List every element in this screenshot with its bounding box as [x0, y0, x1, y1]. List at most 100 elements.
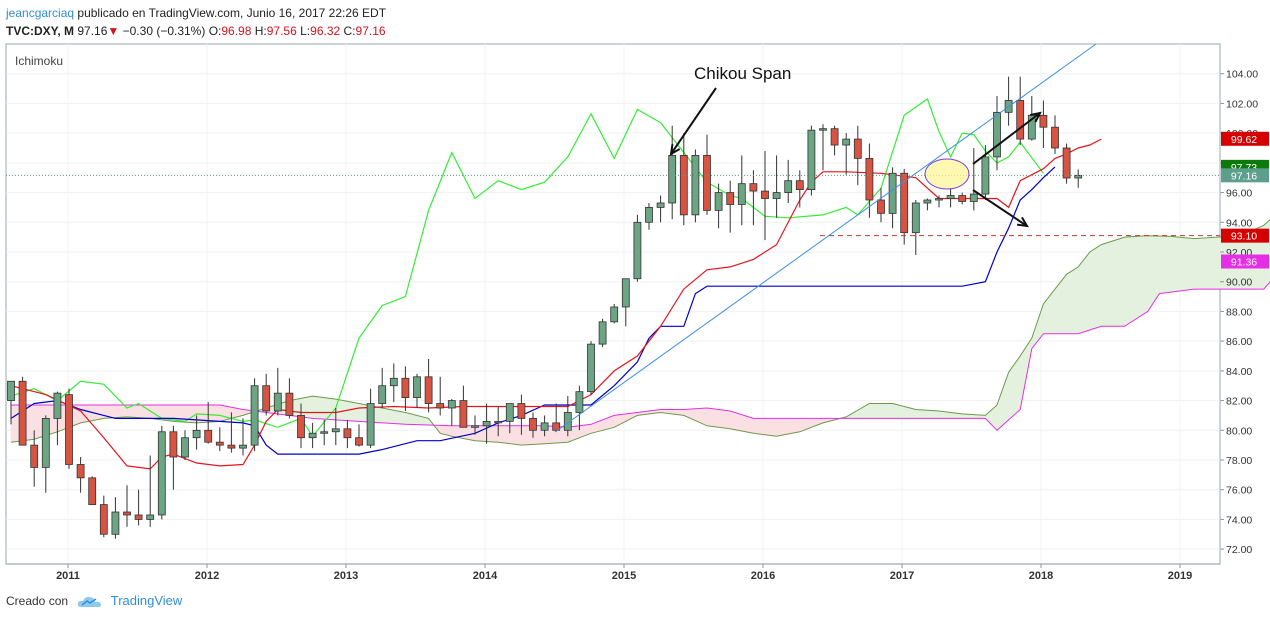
cloud-segment	[376, 406, 383, 424]
author-link[interactable]: jeancgarciaq	[6, 6, 75, 20]
y-tick-label: 74.00	[1226, 514, 1252, 526]
cloud-segment	[97, 404, 105, 420]
cloud-segment	[758, 418, 766, 436]
cloud-segment	[521, 425, 528, 446]
cloud-segment	[10, 404, 18, 443]
price-tag-label: 99.62	[1231, 134, 1257, 146]
cloud-segment	[300, 396, 308, 418]
cloud-segment	[776, 418, 783, 437]
candle-body	[923, 199, 932, 204]
cloud-segment	[109, 404, 116, 419]
candle-body	[366, 403, 375, 446]
candle-body	[842, 138, 851, 146]
cloud-segment	[782, 418, 789, 436]
cloud-segment	[28, 404, 35, 441]
candle-body	[378, 385, 387, 404]
candle-body	[331, 428, 340, 433]
candle-body	[494, 420, 503, 424]
y-tick-label: 72.00	[1226, 544, 1252, 556]
x-tick-label: 2018	[1029, 570, 1053, 582]
cloud-segment	[874, 403, 882, 419]
cloud-segment	[132, 404, 139, 418]
cloud-segment	[886, 403, 893, 419]
candle-body	[215, 441, 224, 446]
cloud-segment	[1159, 235, 1166, 294]
cloud-segment	[927, 409, 934, 419]
cloud-segment	[921, 409, 928, 419]
y-tick-label: 80.00	[1226, 425, 1252, 437]
cloud-segment	[335, 398, 342, 421]
price-tag	[1221, 168, 1269, 183]
candle-body	[53, 392, 62, 419]
cloud-segment	[1106, 240, 1114, 327]
candle-body	[668, 155, 677, 204]
cloud-segment	[451, 425, 458, 438]
x-axis: 2011 2012 2013 2014 2015 2016 2017 2018 2019	[6, 563, 1220, 582]
cloud-segment	[1164, 235, 1172, 294]
candle-body	[853, 138, 862, 159]
cloud-segment	[1211, 236, 1218, 290]
cloud-segment	[892, 403, 899, 419]
up-arrow	[972, 112, 1041, 165]
kijun-sen	[10, 166, 1056, 455]
y-tick-label: 82.00	[1226, 396, 1252, 408]
chikou-annotation: Chikou Span	[694, 64, 791, 83]
cloud-segment	[1130, 236, 1137, 324]
candle-body	[18, 380, 27, 446]
candle-body	[877, 199, 885, 214]
candle-body	[482, 420, 491, 427]
candle-body	[784, 180, 793, 193]
candle-body	[598, 321, 607, 345]
candle-body	[679, 155, 688, 216]
cloud-segment	[352, 402, 360, 422]
price-change: −0.30 (−0.31%)	[122, 24, 206, 38]
candle-body	[250, 385, 259, 446]
cloud-segment	[764, 418, 772, 436]
chikou-arrow	[670, 87, 717, 155]
price-tag	[1221, 131, 1269, 146]
candle-body	[41, 417, 50, 468]
cloud-segment	[787, 418, 795, 435]
cloud-segment	[1083, 251, 1091, 333]
candle-body	[308, 432, 317, 439]
candle-body	[459, 400, 468, 428]
symbol-line: TVC:DXY, M 97.16▼ −0.30 (−0.31%) O:96.98…	[6, 22, 386, 40]
candle-body	[1062, 147, 1071, 179]
candle-body	[297, 415, 305, 439]
cloud-segment	[503, 425, 511, 444]
candle-body	[993, 111, 1001, 158]
candle-body	[807, 129, 816, 191]
cloud-segment	[492, 425, 499, 443]
cloud-segment	[793, 418, 801, 434]
tradingview-link[interactable]: TradingView	[110, 593, 183, 608]
y-tick-label: 78.00	[1226, 455, 1252, 467]
cloud-segment	[312, 395, 319, 420]
cloud-segment	[1182, 237, 1189, 291]
cloud-segment	[1141, 235, 1149, 316]
candle-body	[749, 183, 758, 192]
candle-body	[900, 172, 909, 234]
candle-body	[865, 157, 874, 201]
cloud-segment	[358, 403, 366, 423]
cloud-segment	[747, 416, 754, 434]
cloud-segment	[1124, 236, 1131, 327]
candle-body	[123, 511, 131, 516]
candle-body	[888, 172, 897, 214]
candle-body	[413, 376, 421, 398]
candle-body	[621, 278, 630, 308]
cloud-segment	[463, 425, 470, 440]
candle-body	[30, 444, 39, 468]
candle-body	[505, 403, 514, 422]
candle-body	[517, 403, 526, 419]
cloud-segment	[932, 410, 940, 419]
candle-body	[436, 403, 445, 409]
candle-body	[529, 417, 537, 431]
cloud-segment	[753, 418, 760, 435]
cloud-segment	[1014, 355, 1021, 416]
candle-body	[691, 155, 700, 216]
price-tag-label: 91.36	[1231, 257, 1257, 269]
candle-body	[204, 429, 213, 443]
candle-body	[714, 192, 723, 211]
cloud-segment	[1135, 235, 1143, 320]
